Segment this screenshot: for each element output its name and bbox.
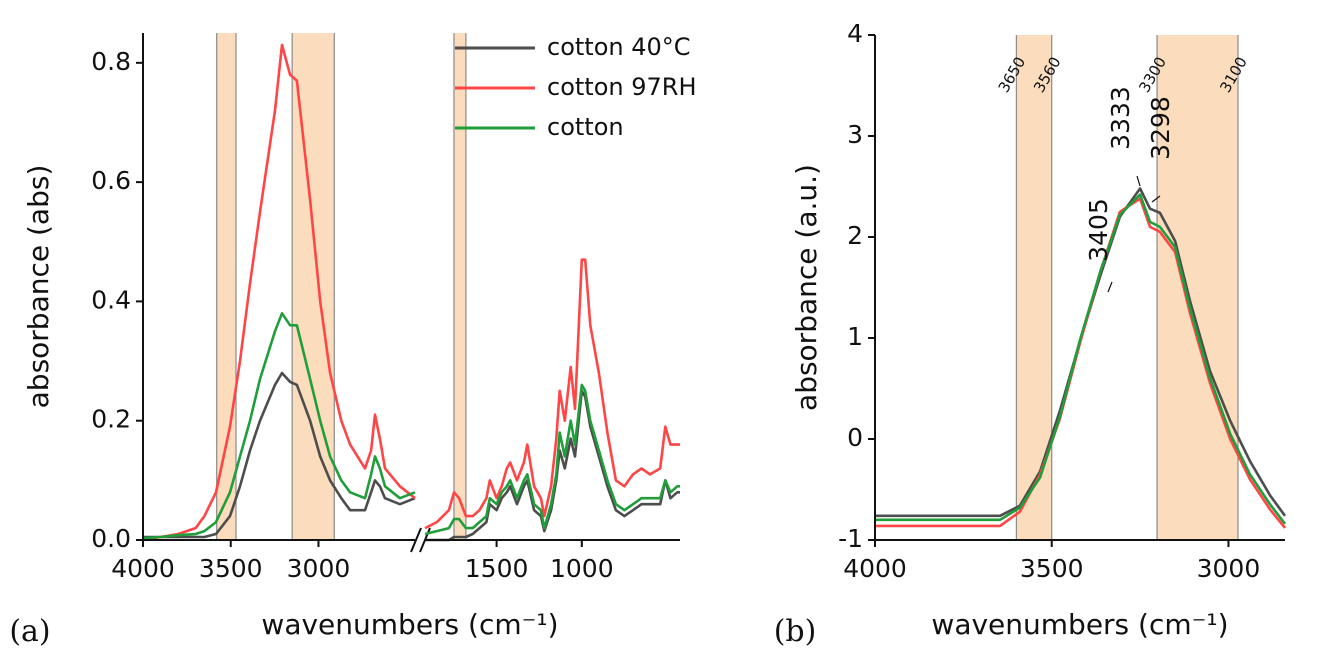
y-tick-label: 0 [847, 423, 863, 452]
y-tick-label: 0.6 [91, 166, 131, 195]
x-tick-label: 1500 [465, 554, 529, 583]
band [453, 33, 466, 540]
data-line [143, 371, 416, 539]
break-mark [410, 527, 422, 553]
legend-label: cotton 40°C [547, 33, 691, 61]
legend-label: cotton 97RH [547, 73, 696, 101]
x-tick-label: 1000 [550, 554, 614, 583]
y-tick-label: -1 [838, 524, 863, 553]
data-line [425, 389, 680, 542]
data-line [875, 193, 1287, 525]
legend-label: cotton [547, 113, 624, 141]
y-axis-label: absorbance (abs) [22, 165, 55, 409]
y-tick-label: 4 [847, 19, 863, 48]
y-tick-label: 0.4 [91, 285, 131, 314]
y-tick-label: 0.0 [91, 524, 131, 553]
band [1157, 35, 1238, 540]
annotation-leader [1151, 195, 1161, 203]
data-line [424, 383, 680, 536]
band [1016, 35, 1052, 540]
x-tick-label: 3000 [287, 554, 351, 583]
data-line [142, 43, 416, 542]
y-tick-label: 2 [847, 221, 863, 250]
y-tick-label: 0.8 [91, 47, 131, 76]
data-line [142, 312, 416, 540]
panel-label: (b) [774, 614, 817, 649]
y-tick-label: 0.2 [91, 405, 131, 434]
x-axis-label: wavenumbers (cm⁻¹) [261, 608, 558, 641]
y-tick-label: 3 [847, 120, 863, 149]
annotation: 3298 [1146, 96, 1175, 160]
panel-label: (a) [9, 614, 50, 649]
band [292, 33, 335, 540]
y-tick-label: 1 [847, 322, 863, 351]
y-axis-label: absorbance (a.u.) [790, 164, 823, 411]
annotation-leader [1136, 175, 1141, 187]
x-tick-label: 4000 [111, 554, 175, 583]
x-tick-label: 4000 [843, 554, 907, 583]
annotation-leader [1107, 281, 1113, 293]
data-line [424, 258, 680, 530]
x-tick-label: 3000 [1197, 554, 1261, 583]
annotation: 3405 [1084, 198, 1113, 262]
data-line [875, 197, 1287, 529]
x-axis-label: wavenumbers (cm⁻¹) [931, 608, 1228, 641]
x-tick-label: 3500 [1020, 554, 1084, 583]
annotation: 3333 [1106, 86, 1135, 150]
band [216, 33, 237, 540]
x-tick-label: 3500 [199, 554, 263, 583]
